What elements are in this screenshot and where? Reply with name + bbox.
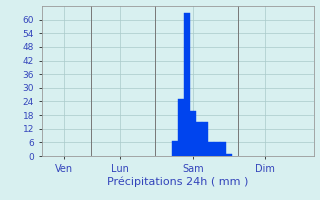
Bar: [196, 122, 202, 156]
X-axis label: Précipitations 24h ( mm ): Précipitations 24h ( mm ): [107, 176, 248, 187]
Bar: [184, 13, 190, 156]
Bar: [190, 111, 196, 156]
Bar: [208, 142, 214, 156]
Bar: [202, 122, 208, 156]
Bar: [178, 99, 184, 156]
Bar: [214, 142, 220, 156]
Bar: [172, 141, 178, 156]
Bar: [220, 142, 226, 156]
Bar: [226, 154, 232, 156]
